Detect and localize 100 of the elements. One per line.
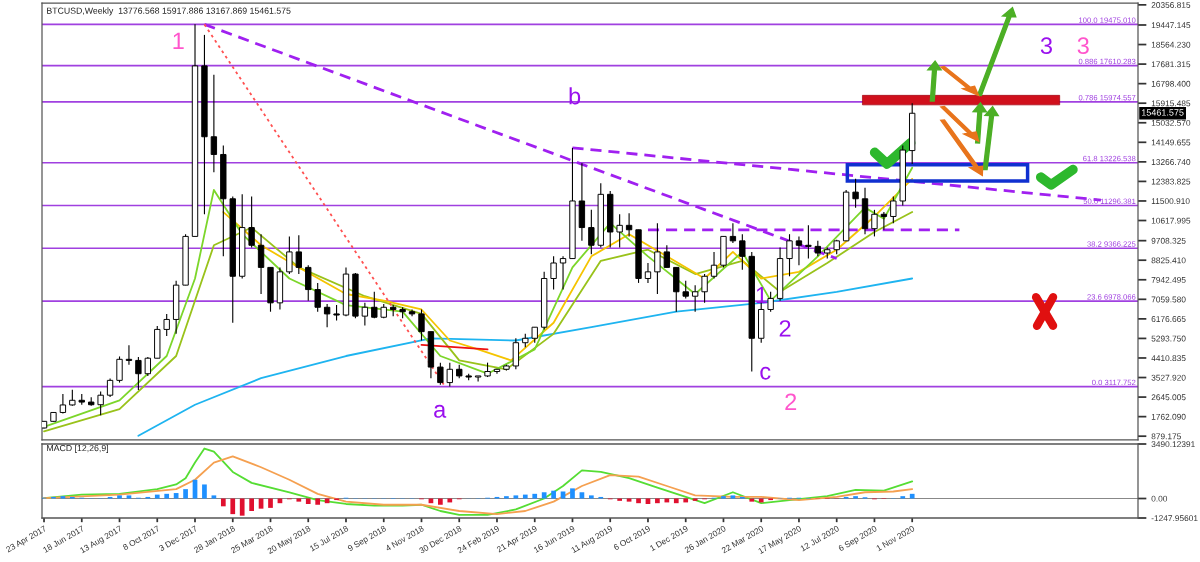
- candlestick: [625, 212, 633, 237]
- candlestick: [59, 393, 67, 415]
- candlestick: [616, 213, 623, 249]
- candlestick: [654, 222, 661, 295]
- candlestick: [805, 224, 812, 260]
- bar: [220, 498, 226, 507]
- annotation: b: [569, 87, 581, 105]
- candlestick: [663, 244, 671, 268]
- y-tick-label: 879.175: [1151, 433, 1181, 440]
- candlestick: [295, 234, 302, 275]
- candlestick: [795, 235, 803, 266]
- y-tick-label: 12383.825: [1151, 178, 1191, 185]
- candlestick: [163, 313, 170, 337]
- y-tick-label: -1247.95601: [1151, 515, 1198, 522]
- candlestick: [314, 282, 321, 313]
- y-tick-label: 7942.495: [1151, 276, 1186, 283]
- bar: [239, 498, 245, 516]
- annotation: 2: [779, 320, 791, 337]
- candlestick: [890, 195, 897, 224]
- annotation: 1: [756, 287, 767, 304]
- bar: [909, 493, 915, 499]
- x-tick-label: 6 Oct 2019: [613, 525, 651, 551]
- bar: [692, 498, 698, 501]
- candlestick: [871, 209, 878, 237]
- y-tick-label: 18564.230: [1151, 41, 1191, 48]
- y-tick-label: 0.00: [1151, 495, 1168, 502]
- annotation: 1: [173, 32, 184, 50]
- candlestick: [135, 356, 142, 391]
- y-tick-label: 2645.005: [1151, 394, 1186, 401]
- bar: [532, 493, 538, 499]
- bar: [504, 496, 509, 499]
- candlestick: [786, 233, 793, 277]
- candlestick: [437, 362, 444, 386]
- bar: [570, 488, 575, 499]
- bar: [749, 498, 755, 502]
- candlestick: [97, 390, 104, 416]
- y-tick-label: 19447.145: [1151, 22, 1191, 29]
- x-tick-label: 8 Oct 2017: [122, 525, 160, 551]
- bar: [126, 495, 132, 499]
- y-tick-label: 20356.815: [1151, 2, 1191, 8]
- text: 15461.575: [1141, 109, 1184, 116]
- candlestick: [588, 209, 595, 255]
- bar: [296, 498, 302, 502]
- line-series: [43, 211, 914, 433]
- bar: [655, 498, 660, 504]
- bar: [164, 493, 170, 499]
- y-tick-label: 7059.580: [1151, 296, 1186, 303]
- y-tick-label: 3527.920: [1151, 374, 1186, 381]
- candlestick: [739, 233, 746, 271]
- chart-title: BTCUSD,Weekly 13776.568 15917.886 13167.869 15461.575: [47, 7, 291, 16]
- candlestick: [852, 178, 859, 209]
- y-tick-label: 14149.655: [1151, 139, 1191, 146]
- bar: [268, 498, 273, 508]
- candlestick: [418, 308, 425, 342]
- annotation: 3: [1040, 37, 1052, 55]
- bar: [721, 496, 726, 499]
- candlestick: [323, 303, 331, 328]
- bar: [617, 498, 623, 501]
- y-tick-label: 4410.835: [1151, 355, 1186, 362]
- x-tick-label: 9 Sep 2018: [347, 525, 388, 553]
- candlestick: [210, 74, 218, 173]
- bar: [541, 492, 547, 499]
- annotation: a: [434, 404, 447, 418]
- bar: [154, 494, 160, 499]
- bar: [853, 496, 858, 499]
- y-tick-label: 15915.485: [1151, 100, 1191, 107]
- bar: [636, 498, 641, 504]
- y-tick-label: 9708.325: [1151, 237, 1186, 244]
- y-tick-label: 16798.400: [1151, 80, 1191, 87]
- candlestick: [767, 291, 774, 313]
- bar: [730, 495, 736, 499]
- bar: [579, 492, 585, 499]
- bar: [513, 495, 519, 499]
- y-tick-label: 5293.750: [1151, 335, 1186, 342]
- candlestick: [371, 291, 378, 319]
- candlestick: [305, 264, 312, 302]
- line-series: [222, 177, 914, 362]
- y-tick-label: 13266.740: [1151, 159, 1191, 165]
- bar: [900, 496, 906, 499]
- candlestick: [691, 284, 699, 313]
- candlestick: [248, 195, 255, 249]
- bar: [551, 490, 556, 499]
- y-tick-label: 15032.570: [1151, 119, 1191, 126]
- bar: [673, 498, 679, 504]
- candlestick: [125, 344, 133, 366]
- y-tick-label: 17681.315: [1151, 61, 1191, 68]
- candlestick: [286, 235, 293, 275]
- bar: [315, 498, 321, 505]
- y-tick-label: 10617.995: [1151, 217, 1191, 224]
- annotation: 2: [785, 393, 797, 410]
- candlestick: [559, 255, 567, 291]
- candlestick: [550, 255, 557, 291]
- y-tick-label: 11500.910: [1151, 198, 1190, 205]
- y-tick-label: 3490.12391: [1151, 441, 1195, 448]
- candlestick: [710, 251, 718, 280]
- bar: [60, 496, 66, 499]
- bar: [438, 498, 443, 505]
- bar: [173, 493, 179, 499]
- annotation: c: [760, 366, 771, 380]
- bar: [588, 495, 594, 499]
